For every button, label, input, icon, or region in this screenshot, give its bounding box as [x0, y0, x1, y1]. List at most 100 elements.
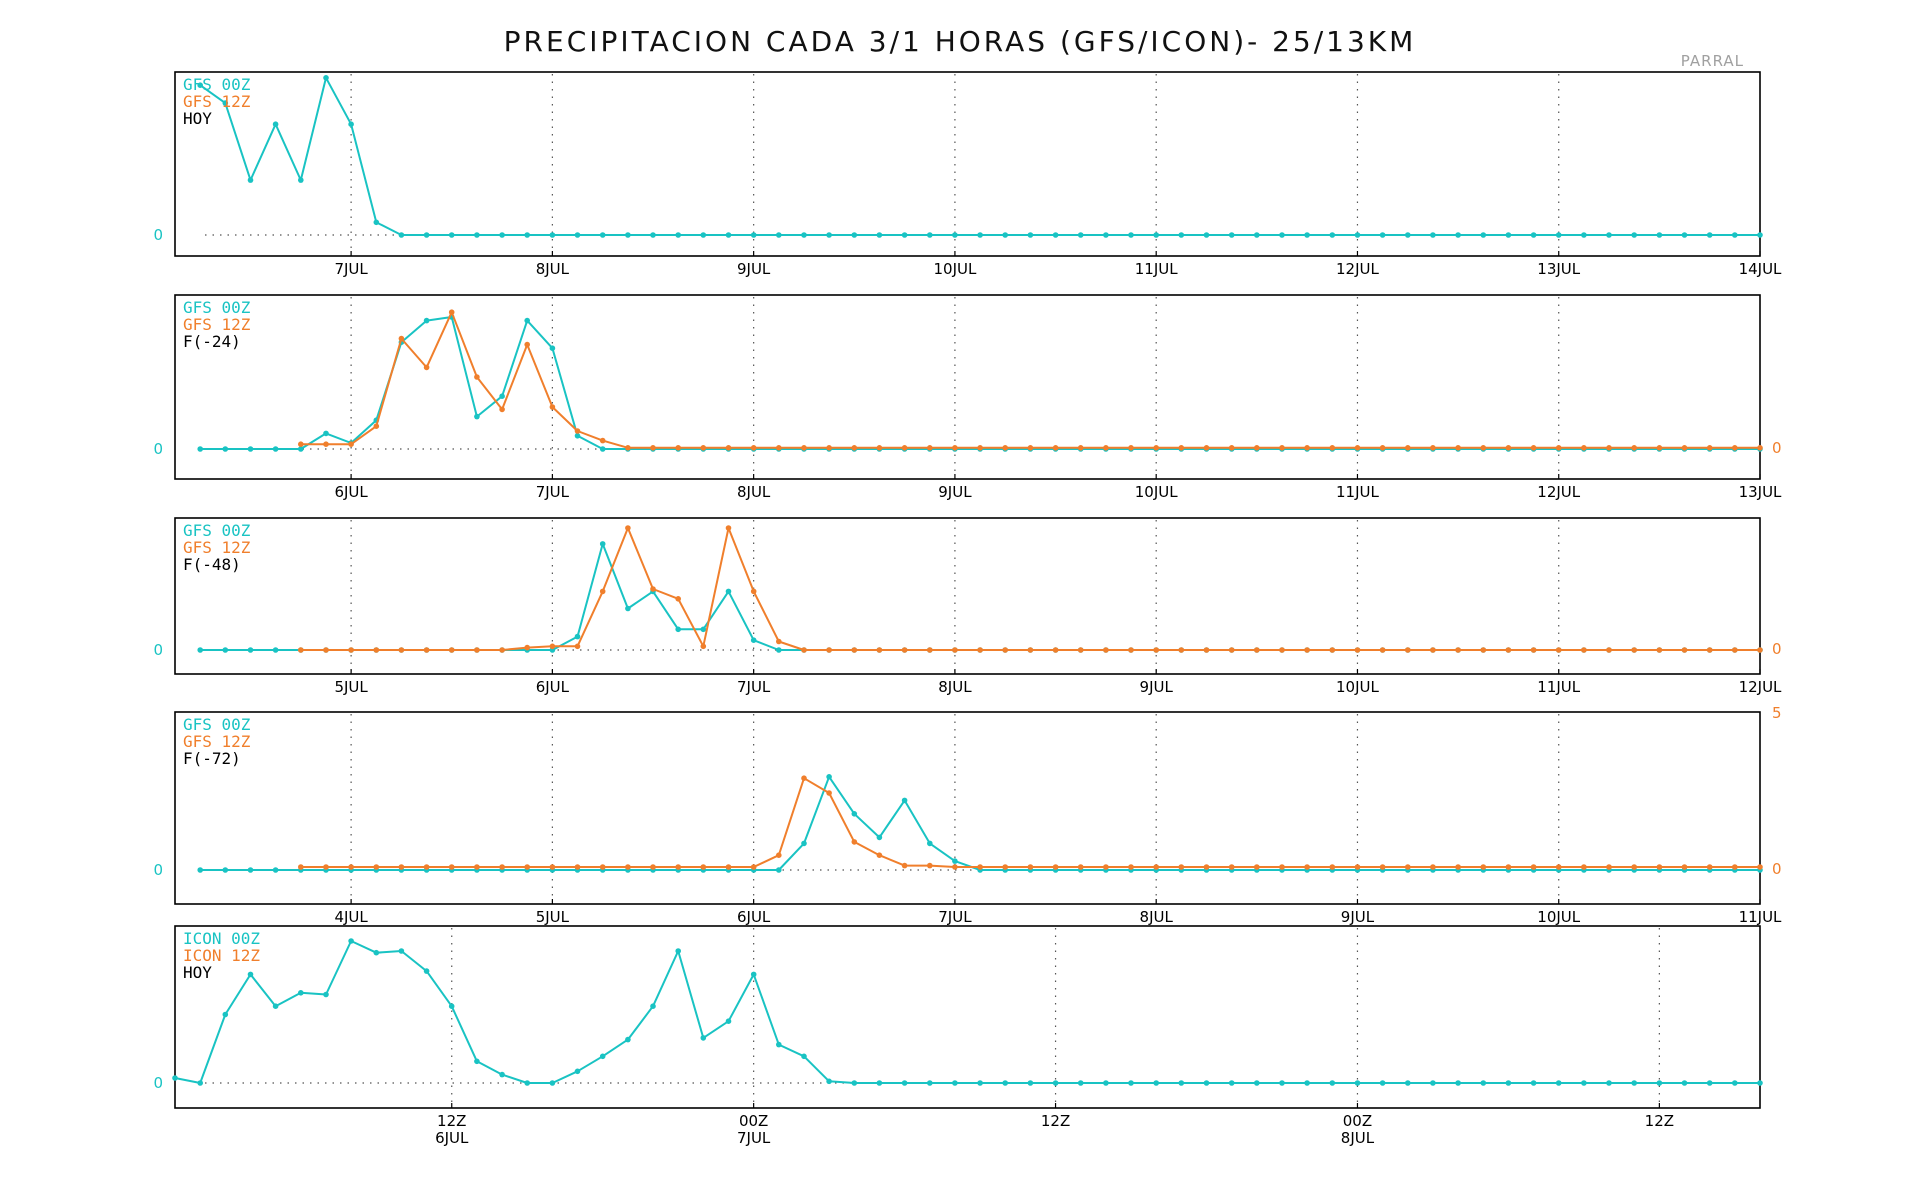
data-point: [197, 446, 203, 452]
data-point: [1228, 647, 1235, 653]
x-tick-label: 11JUL: [1135, 260, 1178, 278]
data-point: [901, 232, 908, 238]
data-point: [298, 864, 304, 870]
series-line: [174, 940, 1760, 1084]
data-point: [549, 864, 556, 870]
data-point: [423, 968, 430, 974]
x-tick-label: 5JUL: [536, 908, 570, 926]
data-point: [927, 862, 933, 869]
left-zero-label: 0: [153, 641, 163, 659]
data-point: [1027, 445, 1034, 451]
data-point: [599, 437, 606, 444]
data-point: [1656, 232, 1663, 238]
data-point: [725, 525, 732, 531]
data-point: [448, 864, 455, 870]
data-point: [222, 867, 229, 873]
data-point: [801, 1053, 807, 1060]
data-point: [826, 647, 832, 653]
data-point: [801, 232, 807, 238]
data-point: [222, 446, 229, 452]
data-point: [625, 525, 631, 531]
data-point: [1706, 864, 1713, 870]
data-point: [499, 406, 505, 413]
data-point: [1304, 647, 1310, 653]
data-point: [1027, 232, 1034, 238]
data-point: [851, 839, 858, 845]
data-point: [927, 840, 933, 847]
data-point: [851, 232, 858, 238]
data-point: [499, 864, 505, 870]
data-point: [1455, 1080, 1461, 1086]
data-point: [1103, 232, 1109, 238]
x-tick-label: 7JUL: [334, 260, 368, 278]
data-point: [423, 317, 430, 324]
data-point: [700, 232, 707, 238]
data-point: [1681, 864, 1688, 870]
series-gfs-12z: [298, 775, 1763, 870]
x-tick-label: 10JUL: [1537, 908, 1580, 926]
data-point: [323, 430, 329, 437]
data-point: [1757, 1080, 1763, 1086]
data-point: [247, 647, 254, 653]
data-point: [348, 938, 354, 944]
legend-entry: GFS 00Z: [183, 715, 251, 734]
data-point: [1681, 232, 1688, 238]
data-point: [1732, 1080, 1738, 1086]
data-point: [952, 858, 958, 864]
data-point: [1656, 864, 1663, 870]
x-tick-label: 9JUL: [938, 483, 972, 501]
data-point: [298, 990, 304, 996]
x-tick-label: 00Z: [739, 1112, 768, 1130]
data-point: [599, 232, 606, 238]
x-tick-label: 8JUL: [1140, 908, 1174, 926]
data-point: [1228, 445, 1235, 451]
data-point: [1002, 445, 1008, 451]
data-point: [675, 626, 681, 633]
x-tick-label: 12Z: [437, 1112, 466, 1130]
data-point: [1279, 445, 1285, 451]
series-line: [300, 311, 1760, 449]
data-point: [549, 345, 556, 352]
data-point: [1052, 1080, 1059, 1086]
data-point: [574, 433, 581, 439]
data-point: [1153, 232, 1159, 238]
data-point: [901, 445, 908, 451]
data-point: [599, 864, 606, 870]
legend-entry: HOY: [183, 963, 212, 982]
data-point: [1581, 1080, 1587, 1086]
data-point: [901, 862, 908, 869]
right-top-label: 5: [1772, 704, 1782, 722]
data-point: [1530, 445, 1537, 451]
x-tick-label: 4JUL: [334, 908, 368, 926]
data-point: [197, 1080, 203, 1086]
x-tick-label: 12Z: [1041, 1112, 1070, 1130]
data-point: [599, 588, 606, 595]
data-point: [876, 1080, 883, 1086]
data-point: [952, 232, 958, 238]
data-point: [1581, 647, 1587, 653]
data-point: [1379, 1080, 1386, 1086]
data-point: [1606, 1080, 1612, 1086]
data-point: [776, 232, 782, 238]
data-point: [1304, 1080, 1310, 1086]
data-point: [1405, 647, 1411, 653]
x-tick-label: 11JUL: [1739, 908, 1782, 926]
data-point: [1002, 864, 1008, 870]
data-point: [197, 647, 203, 653]
data-point: [1128, 647, 1134, 653]
x-tick-label: 6JUL: [737, 908, 771, 926]
data-point: [826, 232, 832, 238]
x-tick-label: 12Z: [1645, 1112, 1674, 1130]
data-point: [801, 647, 807, 653]
x-tick-label: 14JUL: [1739, 260, 1782, 278]
data-point: [1505, 647, 1512, 653]
data-point: [1228, 232, 1235, 238]
data-point: [1077, 864, 1084, 870]
data-point: [298, 177, 304, 183]
chart-title: PRECIPITACION CADA 3/1 HORAS (GFS/ICON)-…: [504, 25, 1417, 58]
data-point: [549, 643, 556, 650]
x-tick-label-date: 8JUL: [1341, 1129, 1375, 1147]
data-point: [1203, 232, 1210, 238]
data-point: [650, 864, 656, 870]
data-point: [1581, 232, 1587, 238]
